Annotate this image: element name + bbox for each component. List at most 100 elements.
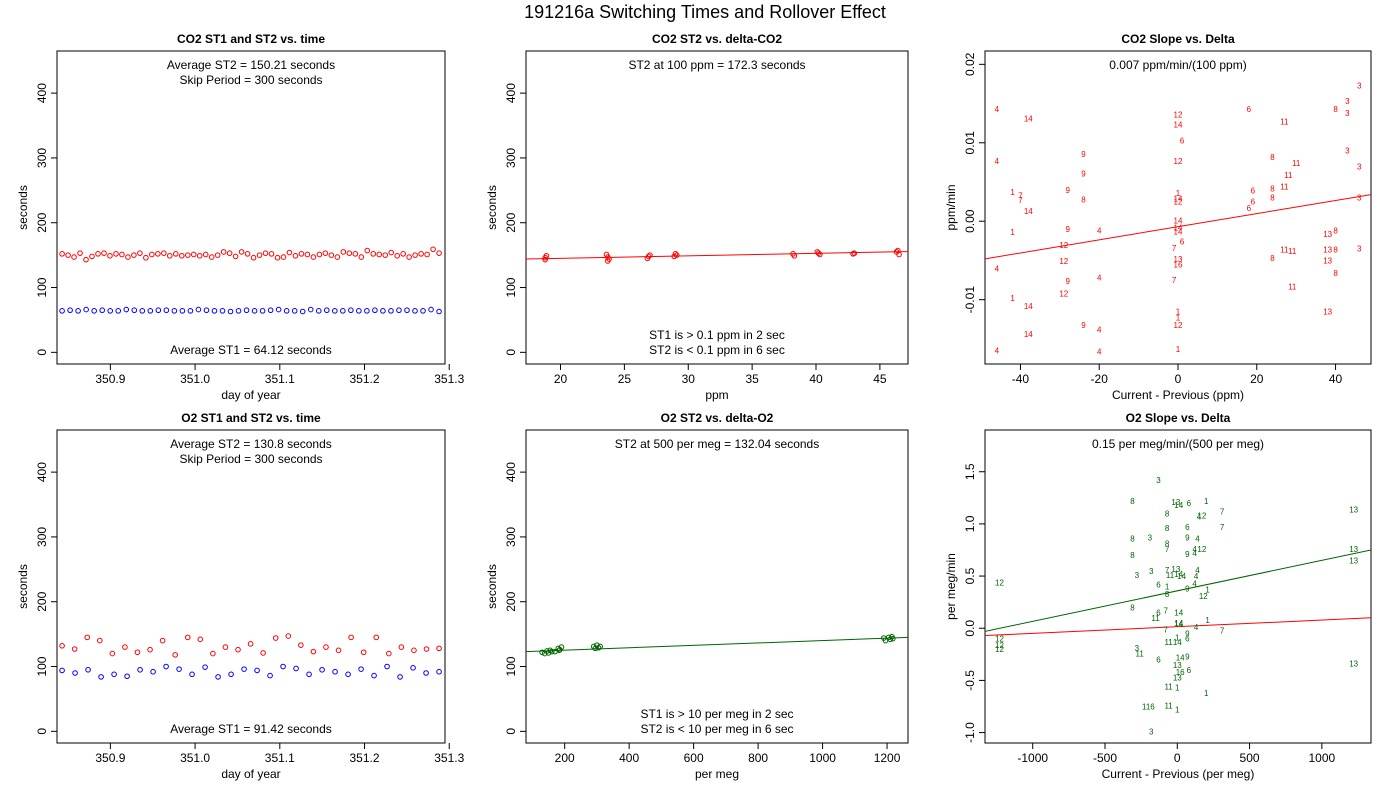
plot-area (526, 247, 908, 264)
point-label: 4 (1195, 566, 1200, 575)
data-point (260, 650, 266, 656)
data-point (380, 308, 386, 314)
data-point (334, 254, 341, 260)
data-point (101, 250, 107, 256)
data-point (430, 246, 436, 253)
point-label: 3 (1149, 567, 1154, 576)
point-label: 6 (1187, 666, 1192, 675)
y-tick-label: 0 (504, 728, 518, 735)
data-point (364, 308, 370, 314)
data-point (163, 307, 170, 314)
data-point (304, 251, 311, 258)
data-point (75, 308, 81, 314)
point-label: 13 (1171, 565, 1180, 574)
data-point (275, 306, 282, 313)
data-point (123, 306, 130, 313)
y-tick-label: 0.0 (963, 620, 977, 637)
data-point (171, 308, 178, 314)
x-tick-label: 351.3 (434, 751, 464, 765)
point-label: 3 (1135, 644, 1140, 653)
point-label: 9 (1081, 321, 1086, 330)
point-label: 1 (1205, 586, 1210, 595)
data-point (262, 250, 269, 256)
point-label: 8 (1130, 603, 1135, 612)
point-label: 4 (1192, 579, 1197, 588)
data-point (814, 249, 821, 255)
point-label: 14 (1174, 216, 1183, 225)
data-point (371, 672, 377, 679)
x-tick-label: 35 (745, 372, 759, 386)
x-axis-label: Current - Previous (ppm) (1112, 388, 1244, 402)
data-point (172, 251, 179, 257)
point-label: 9 (1185, 652, 1190, 661)
data-point (243, 307, 250, 314)
data-point (59, 642, 65, 649)
data-point (247, 641, 254, 647)
point-label: 1 (1010, 188, 1015, 197)
data-point (226, 250, 233, 256)
data-point (372, 307, 378, 314)
data-point (98, 674, 104, 680)
point-label: 7 (1165, 545, 1170, 554)
x-tick-label: 350.9 (95, 372, 125, 386)
data-point (352, 251, 359, 257)
point-label: 116 (1142, 702, 1155, 711)
point-label: 8 (1333, 245, 1338, 254)
data-point (111, 671, 117, 678)
data-point (235, 646, 241, 653)
chart-o2-delta: O2 ST2 vs. delta-O2 200 400 600 800 1000 1200 0… (485, 411, 909, 781)
data-point (184, 634, 191, 641)
chart-annotation: Average ST1 = 64.12 seconds (170, 343, 332, 357)
y-tick-label: 200 (504, 212, 518, 232)
data-point (232, 253, 239, 260)
point-label: 14 (1176, 653, 1185, 662)
point-label: 8 (1165, 509, 1170, 518)
data-point (89, 253, 95, 260)
point-label: 12 (1059, 241, 1068, 250)
data-point (340, 308, 346, 314)
data-point (96, 637, 103, 644)
data-point (348, 634, 354, 641)
point-label: 3 (1357, 82, 1362, 91)
point-label: 9 (1185, 533, 1190, 542)
point-label: 14 (1177, 572, 1186, 581)
point-label: 4 (1097, 325, 1102, 334)
plot-area (59, 246, 442, 315)
point-label: 4 (995, 105, 1000, 114)
point-label: 3 (1156, 476, 1161, 485)
point-label: 3 (1345, 147, 1350, 156)
x-tick-label: 1000 (809, 751, 836, 765)
chart-title: CO2 ST2 vs. delta-CO2 (652, 32, 782, 46)
point-label: 8 (1130, 535, 1135, 544)
data-point (358, 254, 365, 260)
data-point (384, 663, 390, 670)
point-label: 1 (1165, 583, 1170, 592)
data-point (131, 252, 137, 258)
data-point (71, 254, 77, 260)
point-label: 8 (1270, 153, 1275, 162)
point-label: 12 (1174, 111, 1183, 120)
data-point (220, 249, 227, 255)
point-label: 14 (1174, 620, 1183, 629)
x-tick-label: 351.2 (350, 751, 380, 765)
x-tick-label: 20 (1250, 372, 1264, 386)
y-tick-label: 200 (504, 591, 518, 611)
point-label: 4 (1194, 572, 1199, 581)
point-label: 8 (1333, 269, 1338, 278)
data-point (147, 646, 153, 653)
fit-line (526, 636, 908, 653)
data-point (137, 666, 143, 673)
chart-annotation: Skip Period = 300 seconds (179, 73, 322, 87)
point-label: 14 (1024, 114, 1033, 123)
data-point (307, 306, 314, 313)
point-label: 3 (1135, 571, 1140, 580)
data-point (241, 666, 247, 672)
data-point (59, 308, 65, 314)
data-point (267, 672, 273, 679)
data-point (373, 634, 380, 641)
data-point (558, 644, 565, 650)
point-label: 12 (995, 645, 1004, 654)
point-label: 9 (1185, 550, 1190, 559)
